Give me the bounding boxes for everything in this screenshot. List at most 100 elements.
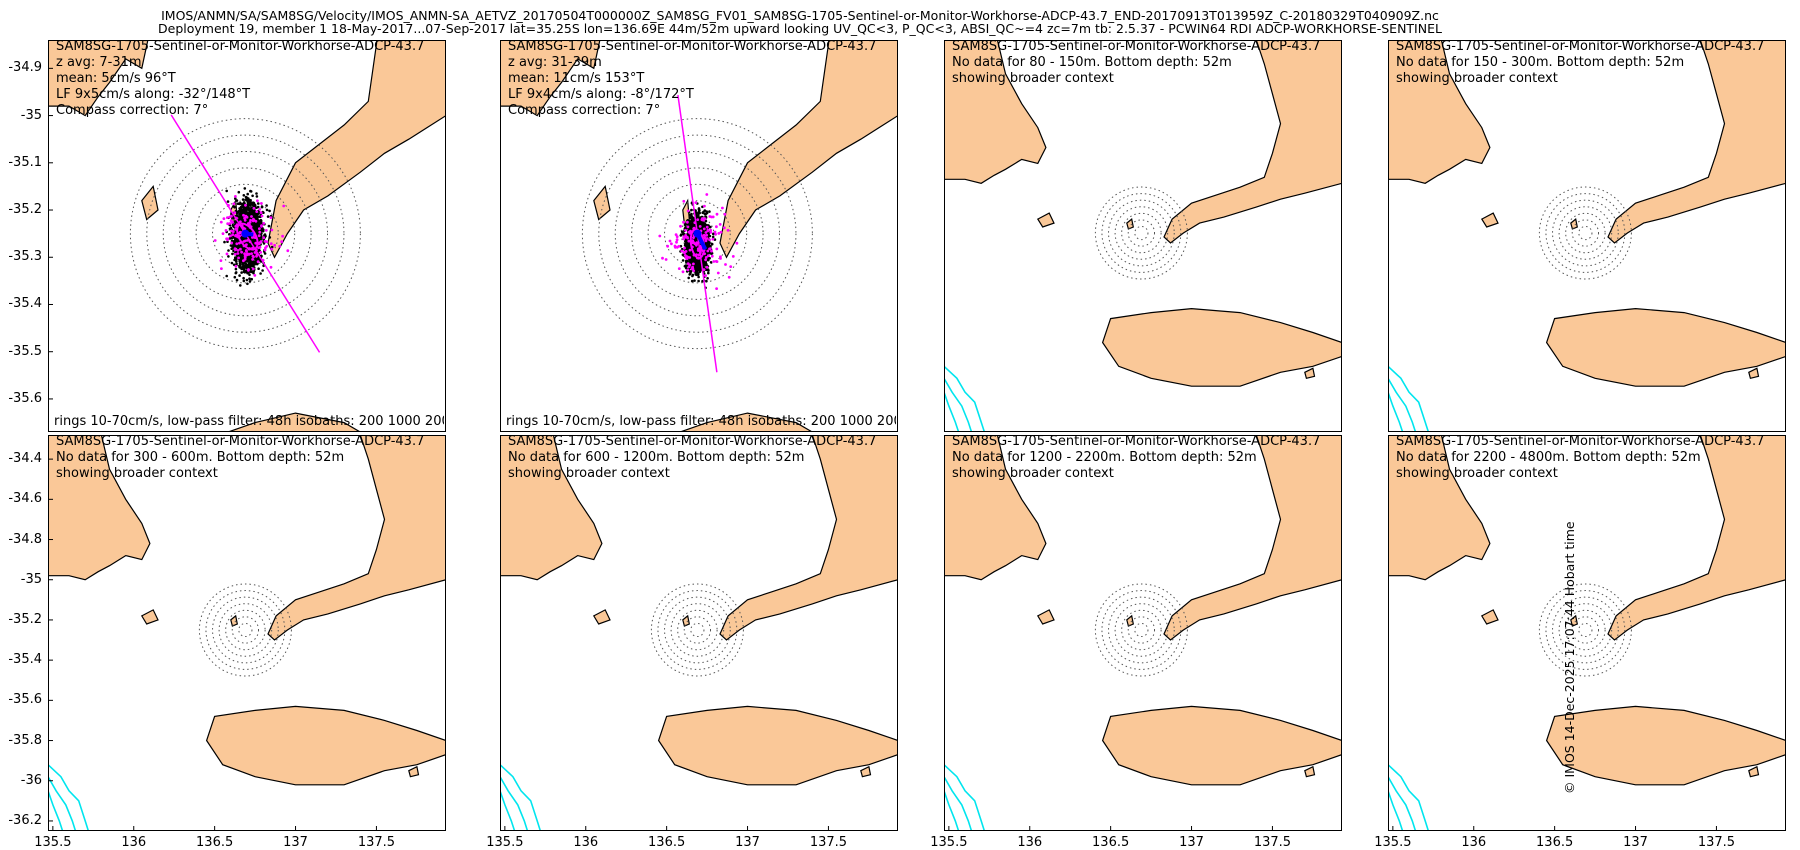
velocity-ring [1545, 193, 1626, 273]
velocity-ring [664, 200, 731, 267]
land-polygon [230, 614, 238, 627]
velocity-ring [198, 583, 292, 677]
panel-info-line: No data for 600 - 1200m. Bottom depth: 5… [508, 450, 805, 465]
y-tick-label: -35 [20, 107, 42, 123]
velocity-ring [1538, 186, 1632, 280]
land-polygon [1570, 614, 1578, 627]
velocity-ring [1565, 609, 1606, 651]
isobath-line [500, 790, 516, 831]
velocity-ring [1134, 225, 1149, 241]
velocity-ring [238, 622, 253, 638]
velocity-ring [677, 609, 718, 651]
panel-footer: rings 10-70cm/s, low-pass filter: 48h is… [506, 414, 896, 429]
map-plot-8 [1388, 435, 1786, 831]
land-polygon [141, 185, 159, 221]
velocity-ring [1114, 603, 1169, 657]
land-polygon [944, 435, 1047, 581]
x-tick-label: 137.5 [1253, 835, 1292, 850]
land-polygon [1388, 40, 1491, 184]
velocity-ring [146, 134, 345, 333]
velocity-ring [1565, 212, 1606, 254]
chart-panel-5: 135.5 136 136.5 137 137.5 -34.4 -34.6 -34.8 -35 -… [8, 434, 446, 850]
velocity-ring [1127, 616, 1156, 644]
land-polygon [719, 40, 898, 259]
y-tick-label: -35.6 [8, 692, 42, 708]
land-polygon [48, 40, 149, 117]
velocity-ring [1558, 206, 1613, 260]
x-tick-label: 136.5 [648, 835, 686, 850]
x-tick-label: 135.5 [34, 835, 72, 850]
velocity-ring [225, 609, 266, 651]
panel-info-line: showing broader context [952, 71, 1114, 86]
panel-info-line: Compass correction: 7° [56, 103, 209, 118]
isobath-line [1388, 776, 1417, 831]
land-polygon [1126, 614, 1134, 627]
lowpass-ellipse [236, 222, 259, 251]
panel-info-line: mean: 5cm/s 96°T [56, 71, 176, 86]
x-tick-label: 136 [1461, 835, 1487, 850]
land-polygon [1748, 765, 1760, 778]
isobath-line [48, 776, 77, 831]
land-polygon [682, 614, 690, 627]
x-tick-label: 136 [573, 835, 599, 850]
panel-info-line: showing broader context [1396, 71, 1558, 86]
axes-frame [500, 40, 898, 432]
x-tick-label: 137.5 [357, 835, 396, 850]
velocity-ring [1538, 583, 1632, 677]
panel-info-line: Compass correction: 7° [508, 103, 661, 118]
velocity-ring [179, 167, 312, 300]
land-polygon [267, 40, 446, 259]
land-polygon [1101, 307, 1342, 387]
velocity-ring [195, 183, 296, 284]
x-tick-label: 137.5 [809, 835, 848, 850]
axes-frame [944, 435, 1342, 831]
land-polygon [657, 705, 898, 786]
isobath-line [48, 790, 64, 831]
panel-title: SAM8SG-1705-Sentinel-or-Monitor-Workhors… [56, 39, 425, 54]
isobath-line [944, 377, 973, 432]
y-tick-label: -35.4 [8, 652, 42, 668]
land-polygon [1607, 435, 1786, 641]
velocity-ring [231, 616, 260, 644]
axes-frame [1388, 40, 1786, 432]
panel-title: SAM8SG-1705-Sentinel-or-Monitor-Workhors… [56, 434, 425, 449]
y-tick-label: -35.2 [8, 202, 42, 218]
panel-footer: rings 10-70cm/s, low-pass filter: 48h is… [54, 414, 444, 429]
figure-title-line2: Deployment 19, member 1 18-May-2017...07… [158, 21, 1442, 36]
land-polygon [1304, 367, 1316, 380]
velocity-ring [647, 183, 748, 284]
copyright-note: © IMOS 14-Dec-2025 17:07:44 Hobart time [1562, 521, 1577, 794]
panel-info-line: showing broader context [952, 466, 1114, 481]
panel-info-line: No data for 150 - 300m. Bottom depth: 52… [1396, 55, 1685, 70]
panel-title: SAM8SG-1705-Sentinel-or-Monitor-Workhors… [1396, 39, 1765, 54]
x-tick-label: 136 [121, 835, 147, 850]
land-polygon [408, 765, 420, 778]
isobath-line [500, 776, 529, 831]
velocity-ring [1571, 616, 1600, 644]
chart-panel-6: 135.5 136 136.5 137 137.5 SAM8SG-1705-Sentine… [486, 434, 898, 850]
isobath-line [944, 764, 986, 831]
y-tick-label: -35.6 [8, 390, 42, 406]
land-polygon [1480, 609, 1499, 625]
land-polygon [1748, 367, 1760, 380]
land-polygon [678, 412, 814, 432]
velocity-ring [218, 603, 273, 657]
x-tick-label: 136 [1017, 835, 1043, 850]
panel-info-line: No data for 80 - 150m. Bottom depth: 52m [952, 55, 1232, 70]
velocity-ring [1121, 212, 1162, 254]
land-polygon [593, 185, 611, 221]
velocity-ring [129, 118, 361, 350]
figure-title-line1: IMOS/ANMN/SA/SAM8SG/Velocity/IMOS_ANMN-S… [161, 8, 1439, 23]
panel-info-line: mean: 11cm/s 153°T [508, 71, 645, 86]
isobath-line [1388, 764, 1430, 831]
land-polygon [1545, 705, 1786, 786]
land-polygon [500, 435, 603, 581]
land-polygon [944, 40, 1047, 184]
map-plot-2 [500, 40, 898, 432]
panel-info-line: LF 9x5cm/s along: -32°/148°T [56, 87, 251, 102]
velocity-ring [581, 118, 813, 350]
y-tick-label: -34.6 [8, 491, 42, 507]
x-tick-label: 136.5 [1536, 835, 1574, 850]
mean-velocity-marker [241, 229, 250, 238]
x-tick-label: 137 [283, 835, 308, 850]
